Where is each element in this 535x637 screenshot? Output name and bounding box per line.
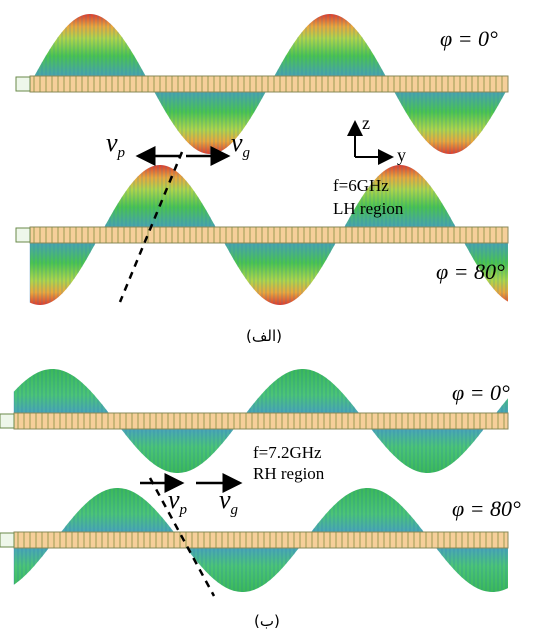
strip-a-bottom-cells bbox=[33, 227, 503, 243]
vg-label-a: νg bbox=[231, 128, 251, 162]
phase-line-a bbox=[118, 151, 184, 303]
region-label-a: LH region bbox=[333, 199, 404, 218]
phi-label-a-bottom: φ = 80° bbox=[436, 259, 505, 284]
caption-a: (الف) bbox=[246, 327, 282, 345]
region-label-b: RH region bbox=[253, 464, 325, 483]
wave-b-bottom-upper-lobes bbox=[14, 488, 508, 540]
wave-b-bottom-lower-lobes bbox=[14, 540, 508, 592]
strip-b-top-port bbox=[0, 413, 15, 429]
phi-label-b-top: φ = 0° bbox=[452, 380, 510, 405]
frequency-label-a: f=6GHz bbox=[333, 176, 389, 195]
strip-b-top bbox=[13, 412, 509, 430]
phi-label-b-bottom: φ = 80° bbox=[452, 496, 521, 521]
wave-b-top-lower-lobes bbox=[14, 421, 508, 473]
vg-label-b: νg bbox=[219, 485, 239, 519]
wave-b-top-upper-lobes bbox=[14, 369, 508, 421]
strip-a-top-cells bbox=[33, 76, 503, 92]
caption-b: (ب) bbox=[254, 612, 280, 630]
vp-label-a: νp bbox=[106, 128, 126, 162]
frequency-label-b: f=7.2GHz bbox=[253, 443, 322, 462]
wave-a-top-lower-lobes bbox=[30, 84, 508, 154]
wave-b-top-field-hatching bbox=[13, 369, 507, 473]
phase-line-b bbox=[148, 477, 216, 597]
strip-b-bottom-port bbox=[0, 532, 15, 548]
strip-a-bottom-port bbox=[15, 227, 31, 243]
strip-a-top-port bbox=[15, 76, 31, 92]
wave-a-bottom-upper-lobes bbox=[30, 165, 508, 235]
vp-label-b: νp bbox=[168, 485, 188, 519]
wave-a-bottom-lower-lobes bbox=[30, 235, 508, 305]
strip-b-top-cells bbox=[17, 413, 505, 429]
strip-b-bottom-cells bbox=[17, 532, 505, 548]
axis-y-label: y bbox=[397, 145, 406, 165]
axis-z-label: z bbox=[362, 113, 370, 133]
phi-label-a-top: φ = 0° bbox=[440, 26, 498, 51]
wave-a-top-field-hatching bbox=[33, 14, 507, 154]
strip-b-bottom bbox=[13, 531, 509, 549]
